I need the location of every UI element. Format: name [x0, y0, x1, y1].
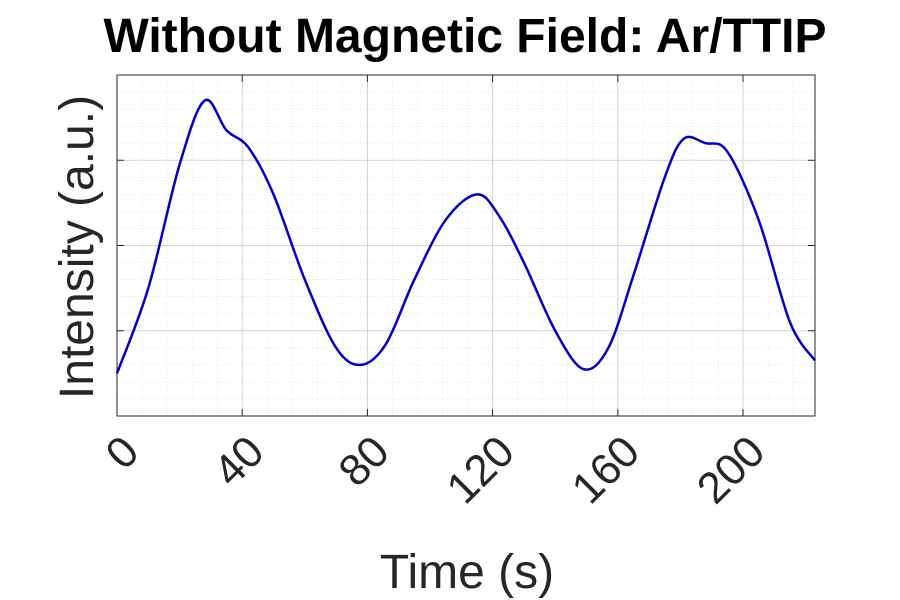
x-tick-label: 120 [437, 427, 524, 514]
x-tick-label: 80 [329, 427, 398, 496]
major-grid [117, 75, 815, 416]
series-layer [115, 98, 817, 374]
x-tick-label: 0 [96, 427, 148, 479]
x-tick-label: 40 [204, 427, 273, 496]
x-tick-label: 160 [563, 427, 650, 514]
x-tick-labels: 0 40 80 120 160 200 [96, 427, 774, 514]
x-tick-label: 200 [688, 427, 775, 514]
series-line [115, 98, 817, 374]
x-axis-label: Time (s) [380, 546, 554, 599]
minor-grid [117, 75, 815, 416]
y-axis-label: Intensity (a.u.) [51, 95, 104, 399]
chart-title: Without Magnetic Field: Ar/TTIP [103, 10, 826, 63]
tick-marks [116, 75, 815, 416]
